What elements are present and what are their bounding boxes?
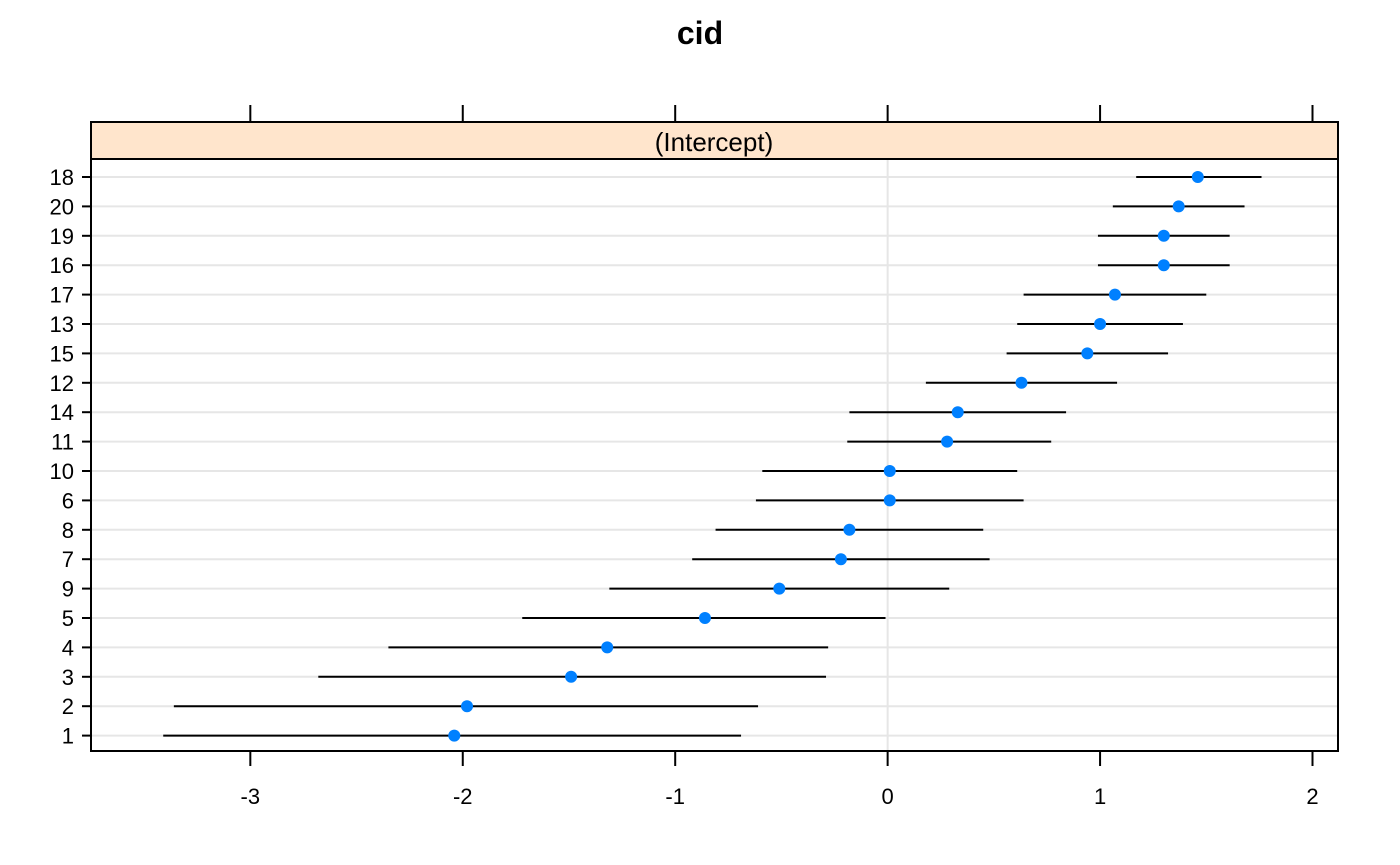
y-tick-label-15: 15 [50,341,74,366]
point-18 [1191,171,1204,183]
point-2 [461,700,474,713]
point-4 [601,641,614,654]
y-tick-label-2: 2 [62,694,74,719]
point-15 [1081,347,1094,360]
y-tick-label-12: 12 [50,371,74,396]
bottom-axis: -3 -2 -1 0 1 2 [241,751,1319,809]
y-tick-label-9: 9 [62,577,74,602]
point-14 [951,406,964,419]
grid-lines [91,176,1338,737]
y-tick-label-16: 16 [50,253,74,278]
y-tick-label-14: 14 [50,400,74,425]
x-tick-label-0: 0 [882,784,894,809]
top-axis-ticks [249,105,1314,122]
y-tick-label-1: 1 [62,724,74,749]
point-12 [1015,376,1028,389]
point-13 [1094,318,1107,330]
point-16 [1157,259,1170,272]
panel-strip-label: (Intercept) [655,127,774,157]
point-6 [883,494,896,507]
y-tick-label-13: 13 [50,312,74,337]
point-3 [565,670,578,683]
y-tick-label-8: 8 [62,518,74,543]
y-tick-label-5: 5 [62,606,74,631]
point-19 [1157,229,1170,242]
y-tick-label-11: 11 [51,430,74,455]
panel-frame [90,158,1339,752]
x-tick-label--1: -1 [665,784,685,809]
x-tick-label-2: 2 [1306,784,1318,809]
point-8 [843,523,856,536]
x-tick-label--2: -2 [453,784,473,809]
y-tick-label-3: 3 [62,665,74,690]
y-tick-label-19: 19 [50,224,74,249]
interval-layer [163,176,1262,737]
chart-title: cid [677,15,723,51]
point-layer [448,171,1204,742]
y-tick-label-7: 7 [62,547,74,572]
point-1 [448,729,461,742]
point-11 [941,435,954,448]
point-20 [1172,200,1185,213]
y-tick-label-4: 4 [62,635,74,660]
point-10 [883,465,896,477]
x-tick-label-1: 1 [1094,784,1106,809]
y-axis: 18 20 19 16 17 13 15 12 14 11 10 6 8 7 9 5 4 3 2 1 [50,165,91,749]
point-7 [834,553,847,566]
y-tick-label-6: 6 [62,488,74,513]
y-tick-label-10: 10 [50,459,74,484]
point-5 [698,612,711,624]
point-17 [1108,288,1121,301]
y-tick-label-18: 18 [50,165,74,190]
y-tick-label-17: 17 [50,283,74,308]
x-tick-label--3: -3 [241,784,261,809]
y-tick-label-20: 20 [50,194,74,219]
point-9 [773,582,786,595]
